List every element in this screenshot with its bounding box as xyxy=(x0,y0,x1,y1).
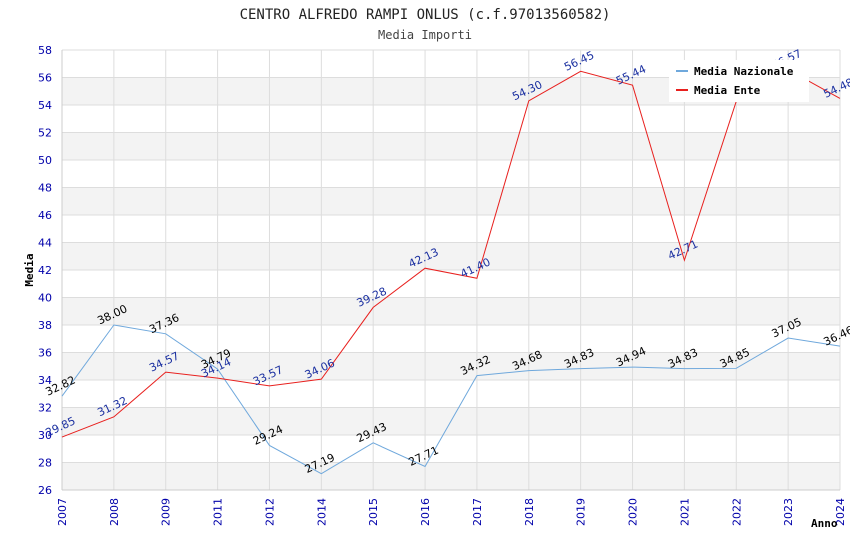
grid-band xyxy=(62,242,840,270)
y-tick-label: 36 xyxy=(38,347,52,360)
grid-lines xyxy=(61,49,841,491)
chart-title: CENTRO ALFREDO RAMPI ONLUS (c.f.97013560… xyxy=(240,7,611,23)
grid-band xyxy=(62,160,840,188)
y-tick-label: 56 xyxy=(38,72,52,85)
x-tick-label: 2022 xyxy=(730,498,743,526)
grid-band xyxy=(62,187,840,215)
y-tick-label: 48 xyxy=(38,182,52,195)
grid-band xyxy=(62,325,840,353)
series-line-1 xyxy=(61,69,841,438)
y-tick-label: 42 xyxy=(38,264,52,277)
x-tick-label: 2017 xyxy=(471,498,484,526)
y-tick-label: 54 xyxy=(38,99,52,112)
y-tick-label: 34 xyxy=(38,374,52,387)
x-tick-label: 2023 xyxy=(782,498,795,526)
y-tick-label: 32 xyxy=(38,402,52,415)
grid-band xyxy=(62,380,840,408)
x-tick-label: 2019 xyxy=(575,498,588,526)
grid-band xyxy=(62,297,840,325)
x-tick-label: 2011 xyxy=(212,498,225,526)
y-axis-ticks: 26 28 30 32 34 36 38 40 42 44 46 48 50 52 54 56 58 xyxy=(38,44,52,497)
y-tick-label: 26 xyxy=(38,484,52,497)
grid-band xyxy=(62,270,840,298)
y-tick-label: 50 xyxy=(38,154,52,167)
y-tick-label: 28 xyxy=(38,457,52,470)
grid-band xyxy=(62,105,840,133)
x-tick-label: 2020 xyxy=(627,498,640,526)
x-tick-label: 2016 xyxy=(419,498,432,526)
y-tick-label: 40 xyxy=(38,292,52,305)
legend-entry: Media Ente xyxy=(694,84,761,97)
legend-entry: Media Nazionale xyxy=(694,65,794,78)
grid-band xyxy=(62,435,840,463)
y-tick-label: 46 xyxy=(38,209,52,222)
x-tick-label: 2014 xyxy=(315,498,328,526)
chart-subtitle: Media Importi xyxy=(378,28,472,42)
x-tick-label: 2007 xyxy=(56,498,69,526)
x-tick-label: 2008 xyxy=(108,498,121,526)
y-tick-label: 44 xyxy=(38,237,52,250)
grid-band xyxy=(62,462,840,490)
y-tick-label: 38 xyxy=(38,319,52,332)
x-tick-label: 2009 xyxy=(160,498,173,526)
legend: Media Nazionale Media Ente xyxy=(669,60,809,102)
x-axis-ticks: 2007 2008 2009 2011 2012 2014 2015 2016 2017 2018… xyxy=(56,498,847,526)
grid-bands xyxy=(62,50,840,490)
grid-band xyxy=(62,215,840,243)
x-axis-label: Anno xyxy=(811,517,838,530)
x-tick-label: 2015 xyxy=(367,498,380,526)
legend-background xyxy=(669,60,809,102)
series-line-0 xyxy=(61,324,841,475)
x-tick-label: 2024 xyxy=(834,498,847,526)
x-tick-label: 2018 xyxy=(523,498,536,526)
y-tick-label: 58 xyxy=(38,44,52,57)
x-tick-label: 2021 xyxy=(678,498,691,526)
series-lines xyxy=(61,69,841,475)
grid-band xyxy=(62,132,840,160)
y-tick-label: 52 xyxy=(38,127,52,140)
x-tick-label: 2012 xyxy=(263,498,276,526)
y-tick-label: 30 xyxy=(38,429,52,442)
y-axis-label: Media xyxy=(23,253,36,286)
